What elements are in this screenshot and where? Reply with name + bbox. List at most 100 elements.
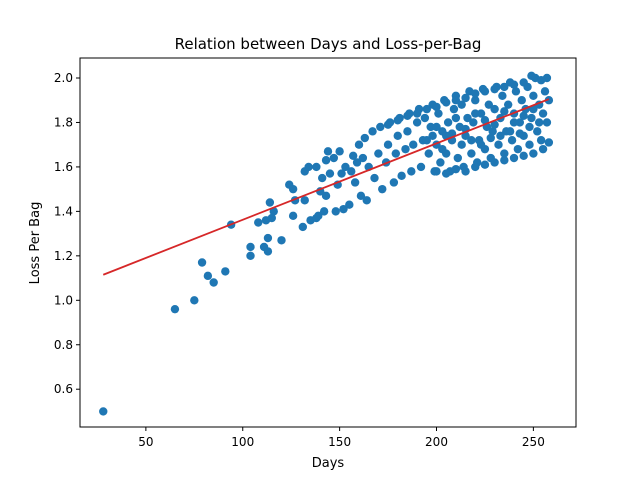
data-point [341, 162, 350, 172]
data-point [339, 204, 348, 214]
data-point [503, 100, 513, 109]
data-point [519, 111, 528, 120]
data-point [393, 131, 402, 141]
y-tick-label: 1.0 [54, 293, 73, 307]
data-point [263, 233, 273, 243]
y-tick-label: 0.8 [54, 338, 73, 352]
data-point [436, 158, 445, 167]
x-tick-label: 150 [328, 435, 351, 449]
data-point [527, 71, 536, 80]
y-tick-label: 1.6 [54, 160, 73, 174]
y-tick-label: 0.6 [54, 382, 73, 396]
data-point [389, 178, 399, 187]
data-point [536, 76, 546, 85]
data-point [428, 131, 437, 141]
data-point [350, 178, 360, 187]
data-point [434, 109, 443, 118]
y-tick-label: 1.4 [54, 204, 73, 218]
data-point [319, 207, 329, 216]
data-point [288, 211, 298, 221]
data-point [197, 258, 207, 267]
data-point [525, 122, 534, 132]
plot-frame [79, 57, 577, 428]
data-point [536, 136, 546, 145]
data-point [509, 118, 519, 127]
data-point [422, 136, 432, 145]
x-tick-label: 50 [138, 435, 153, 449]
data-point [441, 98, 451, 107]
data-point [542, 118, 552, 127]
data-point [509, 153, 519, 163]
data-point [500, 149, 509, 158]
data-point [451, 113, 461, 123]
data-point [335, 147, 344, 156]
data-point [374, 149, 383, 158]
x-tick-label: 250 [522, 435, 545, 449]
data-point [391, 149, 401, 158]
data-point [500, 107, 509, 116]
data-point [362, 196, 371, 205]
data-point [300, 196, 309, 205]
data-point [360, 133, 370, 143]
data-point [498, 91, 507, 100]
data-point [424, 149, 433, 158]
y-tick-label: 2.0 [54, 71, 73, 85]
data-point [209, 278, 218, 287]
data-point [356, 191, 366, 201]
data-point [511, 87, 521, 96]
data-point [383, 140, 393, 149]
data-point [517, 96, 526, 105]
data-point [544, 138, 554, 147]
data-point [467, 136, 476, 145]
data-point [337, 169, 346, 178]
y-tick-label: 1.2 [54, 249, 73, 263]
data-point [354, 140, 364, 149]
data-point [432, 122, 441, 132]
data-point [500, 156, 509, 165]
data-point [401, 144, 410, 154]
data-point [490, 84, 499, 94]
x-tick-label: 200 [425, 435, 448, 449]
data-point [494, 140, 503, 149]
data-point [321, 191, 331, 201]
data-point [443, 118, 453, 127]
data-point [480, 116, 490, 125]
data-point [500, 82, 509, 92]
data-point [314, 211, 323, 221]
data-point [170, 304, 180, 314]
data-point [480, 160, 490, 169]
data-point [277, 236, 286, 245]
data-point [254, 218, 263, 227]
data-point [409, 140, 418, 149]
data-point [525, 140, 534, 149]
data-point [507, 136, 517, 145]
data-point [538, 144, 548, 154]
data-point [533, 127, 542, 136]
data-point [416, 162, 426, 172]
trendline-layer [102, 98, 550, 276]
data-point [515, 129, 525, 138]
data-point [467, 149, 476, 158]
data-point [321, 156, 331, 165]
y-tick-label: 1.8 [54, 115, 73, 129]
data-point [476, 140, 486, 149]
axes-layer: 50 100 150 200 250 0.6 0.8 1.0 1.2 1.4 1.6 1.8 2.0 [54, 57, 577, 449]
data-point [246, 251, 255, 261]
data-point [376, 122, 385, 132]
data-point [505, 127, 515, 136]
data-point [325, 169, 335, 178]
data-point [509, 80, 519, 89]
data-point [469, 118, 478, 127]
x-tick-label: 100 [231, 435, 254, 449]
data-point [329, 153, 339, 163]
data-point [393, 116, 402, 125]
data-point [383, 120, 393, 129]
data-point [403, 111, 412, 120]
data-point [519, 151, 528, 161]
data-point [534, 118, 544, 127]
data-point [490, 120, 499, 129]
data-point [496, 131, 505, 141]
data-point [397, 171, 406, 181]
data-point [490, 158, 499, 167]
